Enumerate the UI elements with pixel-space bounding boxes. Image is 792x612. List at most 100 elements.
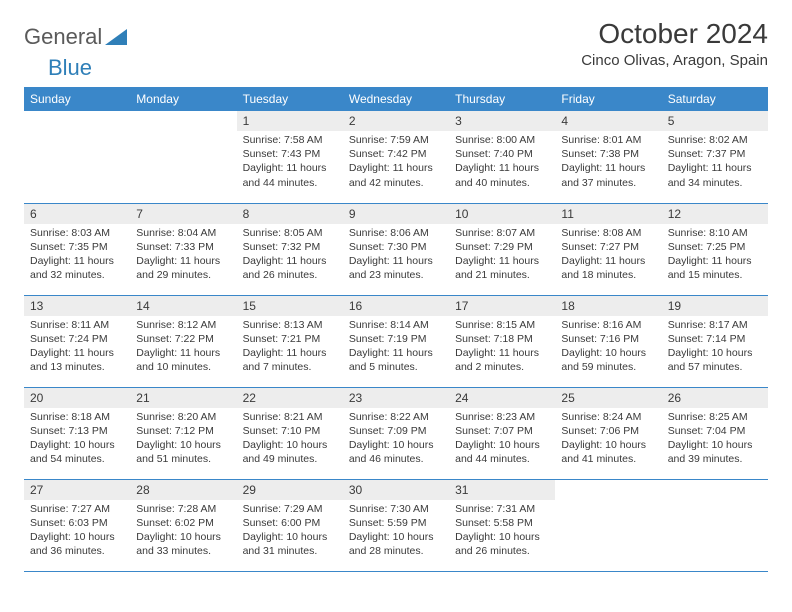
calendar-cell: 4Sunrise: 8:01 AMSunset: 7:38 PMDaylight… [555, 111, 661, 203]
day-number: 3 [449, 111, 555, 131]
calendar-cell: 9Sunrise: 8:06 AMSunset: 7:30 PMDaylight… [343, 203, 449, 295]
day-detail: Sunrise: 8:13 AMSunset: 7:21 PMDaylight:… [237, 316, 343, 379]
day-number: 24 [449, 388, 555, 408]
calendar-cell: 28Sunrise: 7:28 AMSunset: 6:02 PMDayligh… [130, 479, 236, 571]
month-title: October 2024 [581, 18, 768, 50]
weekday-header: Saturday [662, 87, 768, 111]
day-number: 9 [343, 204, 449, 224]
day-detail: Sunrise: 8:25 AMSunset: 7:04 PMDaylight:… [662, 408, 768, 471]
calendar-cell: 1Sunrise: 7:58 AMSunset: 7:43 PMDaylight… [237, 111, 343, 203]
calendar-cell: 14Sunrise: 8:12 AMSunset: 7:22 PMDayligh… [130, 295, 236, 387]
day-detail: Sunrise: 8:05 AMSunset: 7:32 PMDaylight:… [237, 224, 343, 287]
weekday-header: Wednesday [343, 87, 449, 111]
day-number: 1 [237, 111, 343, 131]
calendar-table: SundayMondayTuesdayWednesdayThursdayFrid… [24, 87, 768, 572]
day-detail: Sunrise: 8:18 AMSunset: 7:13 PMDaylight:… [24, 408, 130, 471]
calendar-cell: 29Sunrise: 7:29 AMSunset: 6:00 PMDayligh… [237, 479, 343, 571]
day-detail: Sunrise: 8:22 AMSunset: 7:09 PMDaylight:… [343, 408, 449, 471]
calendar-cell: 7Sunrise: 8:04 AMSunset: 7:33 PMDaylight… [130, 203, 236, 295]
day-detail: Sunrise: 8:21 AMSunset: 7:10 PMDaylight:… [237, 408, 343, 471]
calendar-cell [662, 479, 768, 571]
day-number: 18 [555, 296, 661, 316]
day-detail: Sunrise: 8:15 AMSunset: 7:18 PMDaylight:… [449, 316, 555, 379]
day-detail: Sunrise: 7:28 AMSunset: 6:02 PMDaylight:… [130, 500, 236, 563]
calendar-cell: 27Sunrise: 7:27 AMSunset: 6:03 PMDayligh… [24, 479, 130, 571]
day-detail: Sunrise: 7:31 AMSunset: 5:58 PMDaylight:… [449, 500, 555, 563]
day-number: 25 [555, 388, 661, 408]
calendar-cell: 16Sunrise: 8:14 AMSunset: 7:19 PMDayligh… [343, 295, 449, 387]
day-detail: Sunrise: 8:04 AMSunset: 7:33 PMDaylight:… [130, 224, 236, 287]
day-number: 28 [130, 480, 236, 500]
day-number: 23 [343, 388, 449, 408]
day-number: 8 [237, 204, 343, 224]
day-number: 31 [449, 480, 555, 500]
day-detail: Sunrise: 8:02 AMSunset: 7:37 PMDaylight:… [662, 131, 768, 194]
calendar-cell: 6Sunrise: 8:03 AMSunset: 7:35 PMDaylight… [24, 203, 130, 295]
day-detail: Sunrise: 8:20 AMSunset: 7:12 PMDaylight:… [130, 408, 236, 471]
day-detail: Sunrise: 7:30 AMSunset: 5:59 PMDaylight:… [343, 500, 449, 563]
day-number: 10 [449, 204, 555, 224]
day-number: 12 [662, 204, 768, 224]
calendar-cell: 26Sunrise: 8:25 AMSunset: 7:04 PMDayligh… [662, 387, 768, 479]
calendar-cell: 25Sunrise: 8:24 AMSunset: 7:06 PMDayligh… [555, 387, 661, 479]
weekday-header: Friday [555, 87, 661, 111]
day-number: 15 [237, 296, 343, 316]
day-detail: Sunrise: 8:12 AMSunset: 7:22 PMDaylight:… [130, 316, 236, 379]
logo: General [24, 24, 127, 50]
day-detail: Sunrise: 7:58 AMSunset: 7:43 PMDaylight:… [237, 131, 343, 194]
calendar-cell: 22Sunrise: 8:21 AMSunset: 7:10 PMDayligh… [237, 387, 343, 479]
calendar-cell: 20Sunrise: 8:18 AMSunset: 7:13 PMDayligh… [24, 387, 130, 479]
day-number: 19 [662, 296, 768, 316]
day-detail: Sunrise: 8:24 AMSunset: 7:06 PMDaylight:… [555, 408, 661, 471]
calendar-cell: 30Sunrise: 7:30 AMSunset: 5:59 PMDayligh… [343, 479, 449, 571]
day-number: 5 [662, 111, 768, 131]
location: Cinco Olivas, Aragon, Spain [581, 52, 768, 69]
calendar-cell: 31Sunrise: 7:31 AMSunset: 5:58 PMDayligh… [449, 479, 555, 571]
calendar-cell: 2Sunrise: 7:59 AMSunset: 7:42 PMDaylight… [343, 111, 449, 203]
day-detail: Sunrise: 7:59 AMSunset: 7:42 PMDaylight:… [343, 131, 449, 194]
day-detail: Sunrise: 8:03 AMSunset: 7:35 PMDaylight:… [24, 224, 130, 287]
weekday-header: Tuesday [237, 87, 343, 111]
calendar-cell: 18Sunrise: 8:16 AMSunset: 7:16 PMDayligh… [555, 295, 661, 387]
calendar-cell: 10Sunrise: 8:07 AMSunset: 7:29 PMDayligh… [449, 203, 555, 295]
day-detail: Sunrise: 7:29 AMSunset: 6:00 PMDaylight:… [237, 500, 343, 563]
calendar-cell [24, 111, 130, 203]
day-detail: Sunrise: 7:27 AMSunset: 6:03 PMDaylight:… [24, 500, 130, 563]
calendar-cell: 13Sunrise: 8:11 AMSunset: 7:24 PMDayligh… [24, 295, 130, 387]
calendar-cell: 17Sunrise: 8:15 AMSunset: 7:18 PMDayligh… [449, 295, 555, 387]
calendar-cell: 23Sunrise: 8:22 AMSunset: 7:09 PMDayligh… [343, 387, 449, 479]
day-number: 17 [449, 296, 555, 316]
weekday-header: Sunday [24, 87, 130, 111]
day-detail: Sunrise: 8:00 AMSunset: 7:40 PMDaylight:… [449, 131, 555, 194]
calendar-cell: 8Sunrise: 8:05 AMSunset: 7:32 PMDaylight… [237, 203, 343, 295]
day-number: 13 [24, 296, 130, 316]
day-number: 29 [237, 480, 343, 500]
day-number: 30 [343, 480, 449, 500]
day-number: 2 [343, 111, 449, 131]
calendar-cell [130, 111, 236, 203]
calendar-cell: 5Sunrise: 8:02 AMSunset: 7:37 PMDaylight… [662, 111, 768, 203]
calendar-cell: 11Sunrise: 8:08 AMSunset: 7:27 PMDayligh… [555, 203, 661, 295]
day-number: 21 [130, 388, 236, 408]
calendar-cell: 19Sunrise: 8:17 AMSunset: 7:14 PMDayligh… [662, 295, 768, 387]
calendar-cell: 21Sunrise: 8:20 AMSunset: 7:12 PMDayligh… [130, 387, 236, 479]
day-number: 20 [24, 388, 130, 408]
day-detail: Sunrise: 8:06 AMSunset: 7:30 PMDaylight:… [343, 224, 449, 287]
weekday-header: Monday [130, 87, 236, 111]
logo-word2: Blue [48, 55, 92, 81]
day-detail: Sunrise: 8:07 AMSunset: 7:29 PMDaylight:… [449, 224, 555, 287]
day-detail: Sunrise: 8:11 AMSunset: 7:24 PMDaylight:… [24, 316, 130, 379]
weekday-header: Thursday [449, 87, 555, 111]
day-number: 7 [130, 204, 236, 224]
day-number: 27 [24, 480, 130, 500]
day-number: 26 [662, 388, 768, 408]
day-number: 14 [130, 296, 236, 316]
day-number: 4 [555, 111, 661, 131]
calendar-cell: 15Sunrise: 8:13 AMSunset: 7:21 PMDayligh… [237, 295, 343, 387]
day-number: 16 [343, 296, 449, 316]
day-detail: Sunrise: 8:10 AMSunset: 7:25 PMDaylight:… [662, 224, 768, 287]
day-number: 6 [24, 204, 130, 224]
calendar-cell [555, 479, 661, 571]
day-detail: Sunrise: 8:01 AMSunset: 7:38 PMDaylight:… [555, 131, 661, 194]
logo-word1: General [24, 24, 102, 50]
